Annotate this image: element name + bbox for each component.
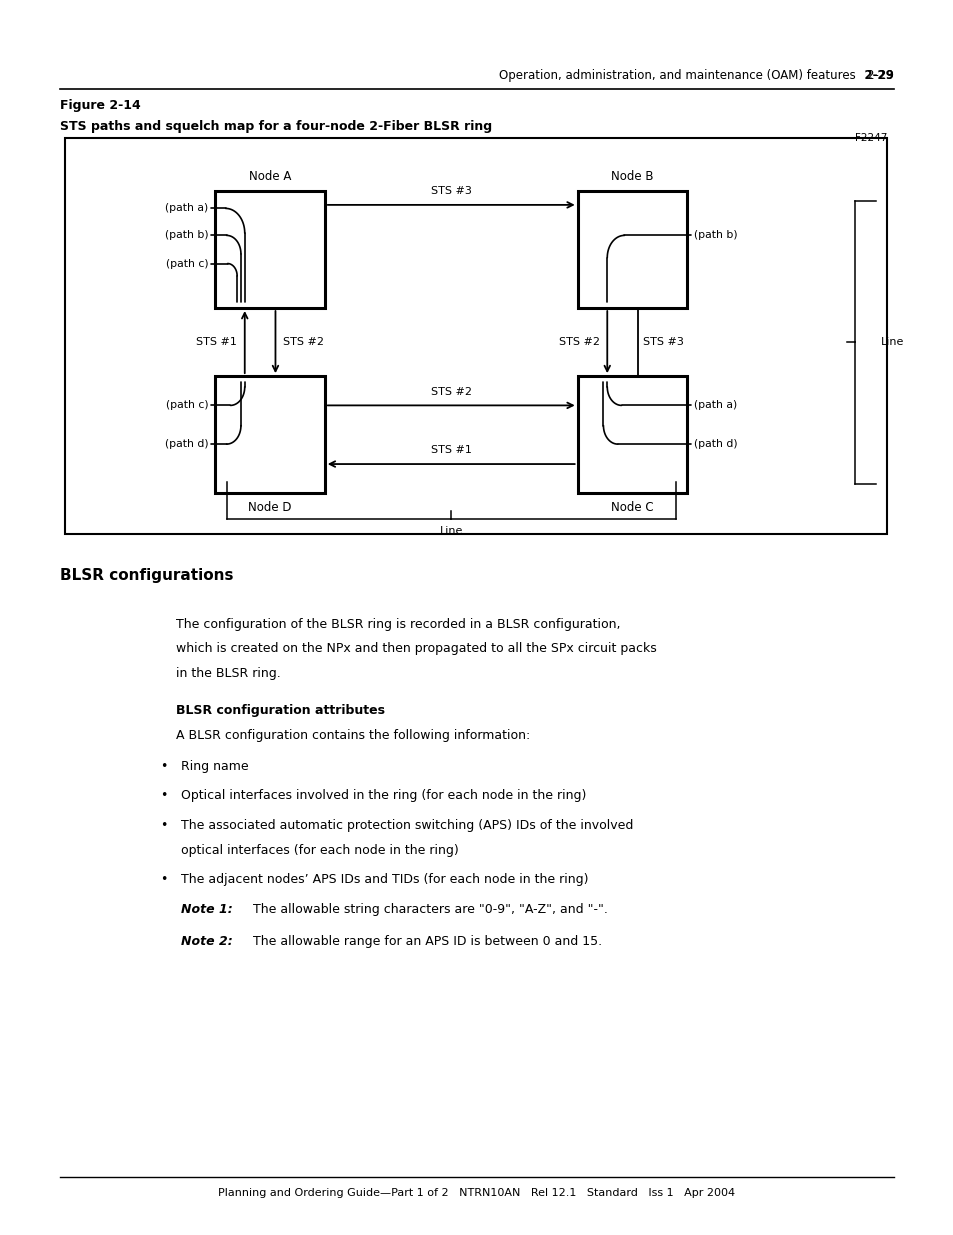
- Text: Line: Line: [880, 337, 903, 347]
- Text: STS #2: STS #2: [558, 337, 599, 347]
- Text: (path b): (path b): [165, 231, 209, 241]
- Text: STS paths and squelch map for a four-node 2-Fiber BLSR ring: STS paths and squelch map for a four-nod…: [60, 120, 492, 133]
- Text: STS #3: STS #3: [431, 186, 471, 196]
- Text: Planning and Ordering Guide—Part 1 of 2   NTRN10AN   Rel 12.1   Standard   Iss 1: Planning and Ordering Guide—Part 1 of 2 …: [218, 1188, 735, 1198]
- Text: optical interfaces (for each node in the ring): optical interfaces (for each node in the…: [181, 844, 458, 857]
- Text: BLSR configuration attributes: BLSR configuration attributes: [176, 704, 385, 718]
- Text: STS #1: STS #1: [196, 337, 237, 347]
- Text: Optical interfaces involved in the ring (for each node in the ring): Optical interfaces involved in the ring …: [181, 789, 586, 803]
- Text: (path a): (path a): [694, 400, 737, 410]
- Text: in the BLSR ring.: in the BLSR ring.: [176, 667, 281, 680]
- Text: (path b): (path b): [694, 231, 737, 241]
- Text: A BLSR configuration contains the following information:: A BLSR configuration contains the follow…: [176, 729, 530, 742]
- Text: Node C: Node C: [611, 501, 653, 514]
- Text: •: •: [160, 873, 168, 887]
- Text: Node A: Node A: [249, 170, 291, 184]
- Text: which is created on the NPx and then propagated to all the SPx circuit packs: which is created on the NPx and then pro…: [176, 642, 657, 656]
- Text: Ring name: Ring name: [181, 760, 249, 773]
- Text: Node D: Node D: [248, 501, 292, 514]
- Text: The associated automatic protection switching (APS) IDs of the involved: The associated automatic protection swit…: [181, 819, 633, 832]
- Text: STS #3: STS #3: [642, 337, 683, 347]
- Text: STS #2: STS #2: [431, 387, 471, 396]
- Bar: [577, 191, 686, 309]
- Bar: [215, 191, 324, 309]
- Text: Node B: Node B: [611, 170, 653, 184]
- Text: BLSR configurations: BLSR configurations: [60, 568, 233, 583]
- Bar: [65, 138, 886, 534]
- Text: The allowable range for an APS ID is between 0 and 15.: The allowable range for an APS ID is bet…: [245, 935, 601, 948]
- Text: •: •: [160, 760, 168, 773]
- Text: Note 1:: Note 1:: [181, 903, 233, 916]
- Text: 2-29: 2-29: [583, 69, 893, 83]
- Text: Note 2:: Note 2:: [181, 935, 233, 948]
- Text: The adjacent nodes’ APS IDs and TIDs (for each node in the ring): The adjacent nodes’ APS IDs and TIDs (fo…: [181, 873, 588, 887]
- Text: STS #1: STS #1: [431, 446, 471, 456]
- Text: Operation, administration, and maintenance (OAM) features   2-29: Operation, administration, and maintenan…: [498, 69, 893, 83]
- Text: (path d): (path d): [165, 440, 209, 450]
- Text: (path c): (path c): [166, 258, 209, 268]
- Text: •: •: [160, 789, 168, 803]
- Text: (path a): (path a): [165, 204, 209, 214]
- Text: (path d): (path d): [694, 440, 737, 450]
- Text: •: •: [160, 819, 168, 832]
- Text: Line: Line: [439, 526, 462, 536]
- Text: Figure 2-14: Figure 2-14: [60, 99, 141, 112]
- Text: F2247: F2247: [854, 133, 886, 143]
- Bar: [577, 377, 686, 494]
- Text: (path c): (path c): [166, 400, 209, 410]
- Text: STS #2: STS #2: [283, 337, 324, 347]
- Text: The configuration of the BLSR ring is recorded in a BLSR configuration,: The configuration of the BLSR ring is re…: [176, 618, 620, 631]
- Text: The allowable string characters are "0-9", "A-Z", and "-".: The allowable string characters are "0-9…: [245, 903, 607, 916]
- Bar: [215, 377, 324, 494]
